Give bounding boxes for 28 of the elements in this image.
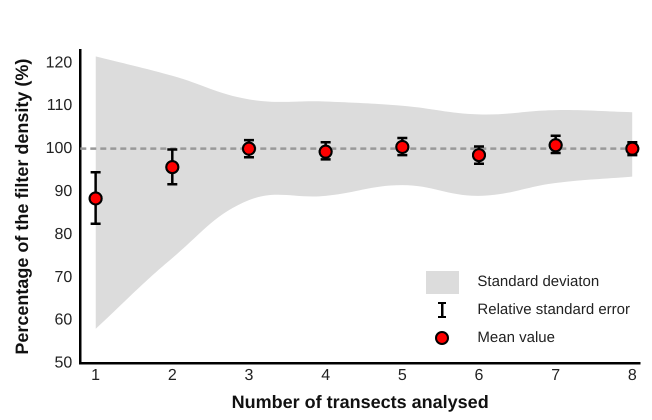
x-tick-label: 6: [474, 367, 484, 384]
y-tick-label: 60: [54, 312, 72, 329]
y-axis-title: Percentage of the filter density (%): [12, 58, 32, 355]
x-tick-label: 8: [628, 367, 637, 384]
y-tick-label: 50: [54, 354, 72, 372]
point: [395, 140, 410, 154]
x-tick-label: 1: [91, 367, 100, 384]
x-tick-label: 4: [321, 367, 330, 384]
point: [548, 138, 563, 152]
y-tick-label: 100: [46, 140, 72, 158]
point: [242, 142, 256, 156]
x-tick-label: 5: [398, 367, 407, 384]
annotation: Standard deviaton: [477, 272, 600, 292]
legend-label: Mean value: [477, 328, 555, 348]
y-tick-label: 110: [46, 97, 72, 114]
y-tick-label: 90: [54, 182, 72, 200]
x-tick-label: 2: [168, 367, 177, 384]
point: [318, 144, 333, 159]
point: [165, 160, 180, 174]
point: [88, 191, 103, 206]
y-tick-label: 80: [54, 226, 72, 243]
x-tick-label: 3: [244, 367, 254, 384]
point: [472, 148, 486, 162]
annotation: Relative standard error: [477, 300, 630, 320]
x-axis-title: Number of transects analysed: [232, 392, 489, 412]
y-tick-label: 120: [46, 54, 72, 72]
y-tick-label: 70: [54, 268, 72, 286]
x-tick-label: 7: [551, 367, 560, 384]
